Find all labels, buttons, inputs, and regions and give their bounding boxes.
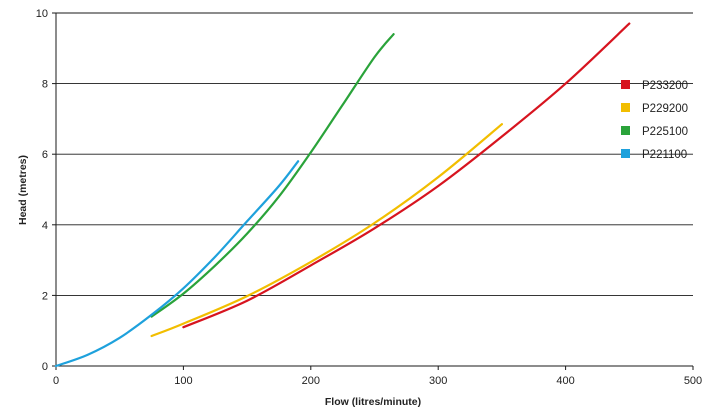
data-point-p233200: [309, 264, 312, 267]
y-tick-label: 10: [36, 8, 48, 20]
legend-swatch-p229200: [621, 103, 630, 112]
data-point-p221100: [86, 353, 89, 356]
legend-label-p225100: P225100: [642, 126, 688, 138]
legend-label-p229200: P229200: [642, 103, 688, 115]
data-point-p221100: [55, 365, 57, 367]
series-line-p229200: [150, 123, 503, 338]
data-point-p225100: [278, 195, 280, 198]
legend: P233200 P229200 P225100 P221100: [621, 80, 688, 161]
data-point-p221100: [246, 220, 249, 223]
data-point-p225100: [373, 56, 376, 59]
data-point-p233200: [182, 326, 185, 329]
data-point-p229200: [437, 176, 440, 179]
data-point-p225100: [182, 292, 185, 295]
data-point-p233200: [564, 82, 567, 85]
data-point-p221100: [214, 255, 217, 258]
data-point-p233200: [437, 185, 440, 187]
data-point-p229200: [373, 222, 376, 224]
data-point-p229200: [182, 322, 185, 325]
y-tick-label: 8: [42, 79, 48, 91]
legend-label-p221100: P221100: [642, 149, 687, 161]
y-axis-title: Head (metres): [17, 155, 29, 225]
x-tick-label: 0: [53, 375, 59, 387]
legend-swatch-p233200: [621, 80, 630, 89]
data-point-p225100: [214, 264, 217, 267]
y-tick-label: 2: [42, 290, 48, 302]
y-tick-label: 6: [42, 149, 48, 161]
series-line-p221100: [54, 160, 300, 368]
data-point-p225100: [392, 33, 395, 36]
data-point-p233200: [373, 227, 376, 230]
legend-swatch-p225100: [621, 126, 630, 135]
data-point-p229200: [246, 295, 249, 298]
data-point-p221100: [118, 336, 121, 339]
data-point-p225100: [246, 232, 249, 235]
gridlines: [56, 12, 693, 296]
data-point-p229200: [150, 335, 153, 337]
y-tick-label: 0: [42, 361, 48, 373]
data-point-p229200: [501, 123, 503, 126]
series-line-p225100: [150, 33, 395, 318]
x-tick-label: 500: [684, 375, 702, 387]
data-point-p233200: [501, 135, 503, 138]
x-tick-label: 100: [174, 375, 192, 387]
legend-swatch-p221100: [621, 149, 630, 158]
series-lines: [54, 22, 631, 368]
legend-label-p233200: P233200: [642, 80, 688, 92]
data-point-p225100: [309, 151, 312, 154]
data-point-p225100: [341, 103, 344, 106]
data-point-p233200: [246, 299, 249, 302]
data-point-p221100: [182, 287, 185, 290]
x-tick-label: 300: [429, 375, 447, 387]
series-line-p233200: [182, 22, 631, 329]
x-tick-label: 400: [556, 375, 574, 387]
data-point-p233200: [628, 22, 631, 25]
data-point-p229200: [309, 260, 312, 263]
x-axis-title: Flow (litres/minute): [325, 396, 421, 408]
data-point-p221100: [297, 160, 299, 163]
y-tick-label: 4: [42, 220, 48, 232]
data-point-p221100: [278, 185, 280, 187]
data-point-p221100: [150, 313, 153, 316]
x-tick-label: 200: [302, 375, 320, 387]
